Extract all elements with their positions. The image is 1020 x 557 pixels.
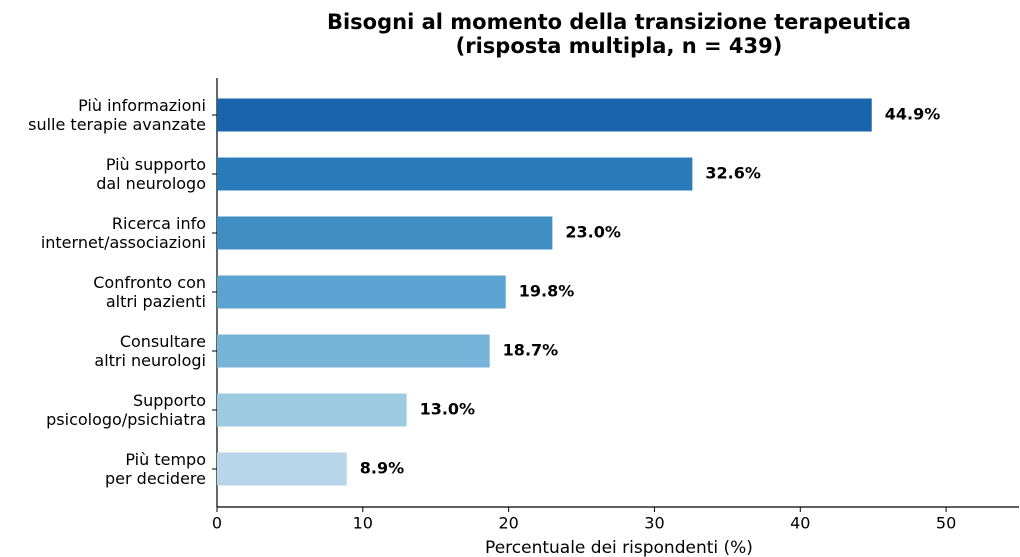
x-tick-label: 10 [353,514,373,533]
chart-title: Bisogni al momento della transizione ter… [326,10,912,58]
bar [217,275,506,309]
value-label: 44.9% [885,105,941,124]
bar [217,157,693,191]
x-axis-label: Percentuale dei rispondenti (%) [485,538,753,557]
bar [217,98,872,132]
bar [217,334,490,368]
value-label: 13.0% [420,400,476,419]
value-label: 23.0% [565,223,621,242]
bar [217,452,347,486]
value-label: 19.8% [519,282,575,301]
y-tick-label: Più informazioni sulle terapie avanzate [28,96,206,134]
x-tick-label: 50 [936,514,956,533]
y-tick-label: Supporto psicologo/psichiatra [46,391,206,429]
value-label: 18.7% [503,341,559,360]
bar [217,393,407,427]
y-tick-label: Consultare altri neurologi [94,332,206,370]
x-tick-label: 0 [212,514,222,533]
y-tick-label: Ricerca info internet/associazioni [40,214,206,252]
y-tick-label: Più supporto dal neurologo [96,155,206,193]
x-tick-label: 30 [644,514,664,533]
bar [217,216,553,250]
x-tick-label: 40 [790,514,810,533]
y-tick-label: Confronto con altri pazienti [93,273,206,311]
value-label: 8.9% [360,459,404,478]
value-label: 32.6% [705,164,761,183]
x-tick-label: 20 [498,514,518,533]
y-tick-label: Più tempo per decidere [105,450,206,488]
